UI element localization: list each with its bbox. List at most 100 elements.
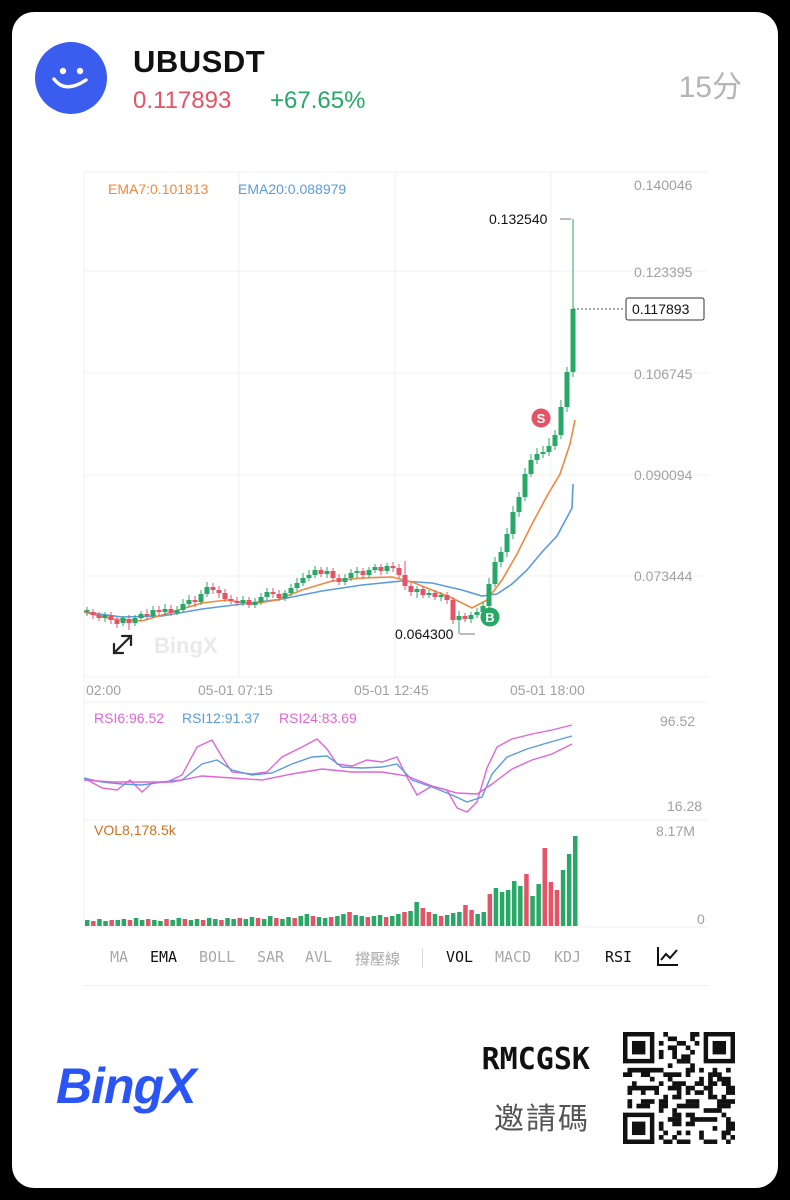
rsi24-legend: RSI24:83.69 [279,710,357,726]
volume-bar [493,888,499,926]
volume-bars [85,836,578,926]
rsi-max-label: 96.52 [660,713,695,729]
qr-module [681,1058,686,1064]
volume-bar [408,911,413,926]
qr-module [726,1103,731,1109]
volume-bar [194,919,200,926]
qr-module [694,1099,700,1104]
candle-body [420,589,426,595]
qr-module [627,1090,633,1095]
candle-body [120,618,126,623]
qr-module [699,1081,704,1086]
qr-module [717,1108,722,1113]
candle-body [186,600,192,604]
candle-body [540,452,546,454]
volume-bar [566,854,572,926]
share-card: UBUSDT 0.117893 +67.65% 15分 BingX [12,12,778,1188]
tab-ma[interactable]: MA [110,948,129,966]
candle-body [438,595,444,597]
expand-icon[interactable] [112,634,133,655]
time-axis: 02:00 05-01 07:15 05-01 12:45 05-01 18:0… [86,682,585,698]
volume-bar [152,920,157,926]
indicator-settings-icon[interactable] [656,944,680,968]
candle-body [150,610,156,616]
tab-avl[interactable]: AVL [305,948,333,966]
candle-body [474,612,480,615]
qr-module [708,1094,713,1100]
qr-module [690,1036,695,1042]
candle-body [372,567,378,570]
grid [83,171,708,928]
qr-module [681,1081,686,1086]
tab-rsi[interactable]: RSI [605,948,633,966]
price-tick: 0.123395 [634,264,693,280]
qr-module [672,1108,677,1113]
candle-body [282,593,288,598]
invite-code: RMCGSK [481,1042,590,1077]
qr-module [681,1040,686,1046]
rsi-min-label: 16.28 [667,798,702,814]
qr-module [690,1121,695,1127]
candle-body [252,602,258,605]
volume-bar [298,916,303,926]
qr-module [694,1117,700,1122]
qr-module [726,1090,731,1095]
qr-module [726,1117,731,1122]
qr-module [708,1117,713,1122]
volume-bar [219,920,224,926]
volume-bar [365,917,371,926]
volume-bar [438,916,444,926]
candle-body [330,571,336,578]
qr-module [667,1139,673,1144]
volume-min-label: 0 [697,911,705,927]
qr-module [685,1103,691,1109]
tab-boll[interactable]: BOLL [199,948,236,966]
tab-macd[interactable]: MACD [495,948,532,966]
candle-body [336,578,342,582]
qr-module [672,1094,677,1100]
tab-support-resistance[interactable]: 撐壓線 [355,950,401,968]
volume-bar [432,914,438,926]
qr-module [672,1112,677,1118]
volume-bar [353,915,358,926]
qr-module [694,1090,700,1095]
price-axis: 0.140046 0.123395 0.106745 0.090094 0.07… [634,177,693,584]
volume-bar [481,912,486,926]
candle-body [180,604,186,610]
candle-body [204,587,210,594]
qr-module [667,1036,673,1042]
tab-kdj[interactable]: KDJ [554,948,582,966]
tab-sar[interactable]: SAR [257,948,285,966]
volume-bar [85,920,90,926]
qr-code [623,1032,735,1144]
candle-body [498,552,504,562]
qr-module [676,1040,682,1046]
svg-text:B: B [485,610,494,625]
qr-module [726,1067,731,1073]
qr-module [690,1085,695,1091]
tab-vol[interactable]: VOL [446,948,474,966]
qr-module [721,1076,727,1082]
time-tick: 05-01 12:45 [354,682,429,698]
qr-module [627,1103,633,1109]
qr-module [636,1067,642,1073]
tab-ema[interactable]: EMA [150,948,178,966]
volume-bar [548,882,554,926]
qr-module [645,1072,651,1077]
qr-module [649,1085,655,1091]
volume-bar [518,886,523,926]
qr-module [712,1139,718,1144]
volume-bar [505,890,511,926]
candle-body [354,571,360,573]
qr-module [726,1126,731,1131]
qr-module [667,1085,673,1091]
ema20-line [83,483,574,618]
qr-module [685,1045,691,1051]
current-price-label: 0.117893 [632,301,690,317]
qr-module [658,1054,664,1060]
volume-bar [237,918,242,926]
qr-finder [712,1040,727,1055]
volume-bar [268,916,273,926]
candle-body [528,460,534,474]
rsi12-legend: RSI12:91.37 [182,710,260,726]
